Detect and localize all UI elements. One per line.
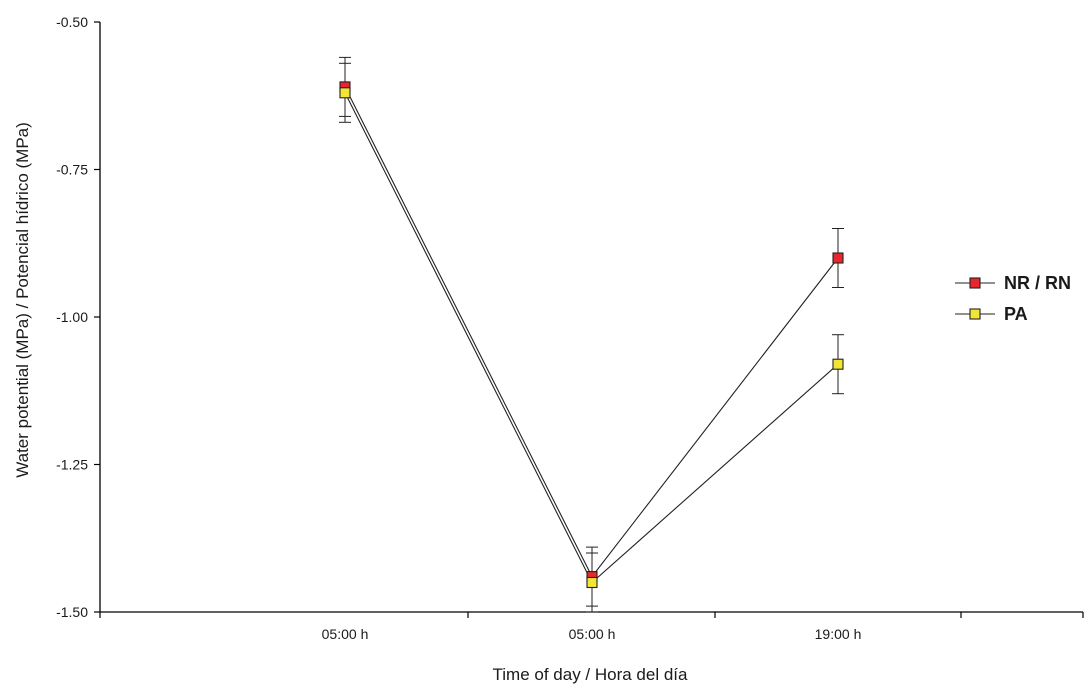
data-point-marker (339, 87, 351, 99)
data-points (339, 81, 844, 589)
data-point-marker (832, 358, 844, 370)
legend-label: PA (1004, 304, 1028, 324)
series-line (344, 86, 839, 578)
y-tick-label: -1.25 (56, 457, 88, 473)
error-bars (339, 56, 844, 613)
y-tick-label: -0.50 (56, 14, 88, 30)
series-lines (344, 86, 839, 584)
x-axis-title: Time of day / Hora del día (493, 665, 689, 684)
data-point-marker (586, 576, 598, 589)
y-tick-label: -1.00 (56, 309, 88, 325)
x-tick-label: 05:00 h (322, 626, 369, 642)
x-tick-label: 05:00 h (569, 626, 616, 642)
data-point-marker (832, 252, 844, 264)
legend-swatch (969, 277, 981, 289)
y-tick-label: -0.75 (56, 162, 88, 178)
series-line (344, 92, 839, 584)
legend-swatch (969, 308, 981, 320)
x-tick-label: 19:00 h (815, 626, 862, 642)
legend-label: NR / RN (1004, 273, 1071, 293)
y-axis-title: Water potential (MPa) / Potencial hídric… (13, 122, 32, 478)
y-tick-label: -1.50 (56, 604, 88, 620)
axes: -0.50 -0.75 -1.00 -1.25 -1.50 05:00 h 05:00 h 1… (56, 14, 1084, 642)
legend: NR / RN PA (955, 273, 1071, 324)
